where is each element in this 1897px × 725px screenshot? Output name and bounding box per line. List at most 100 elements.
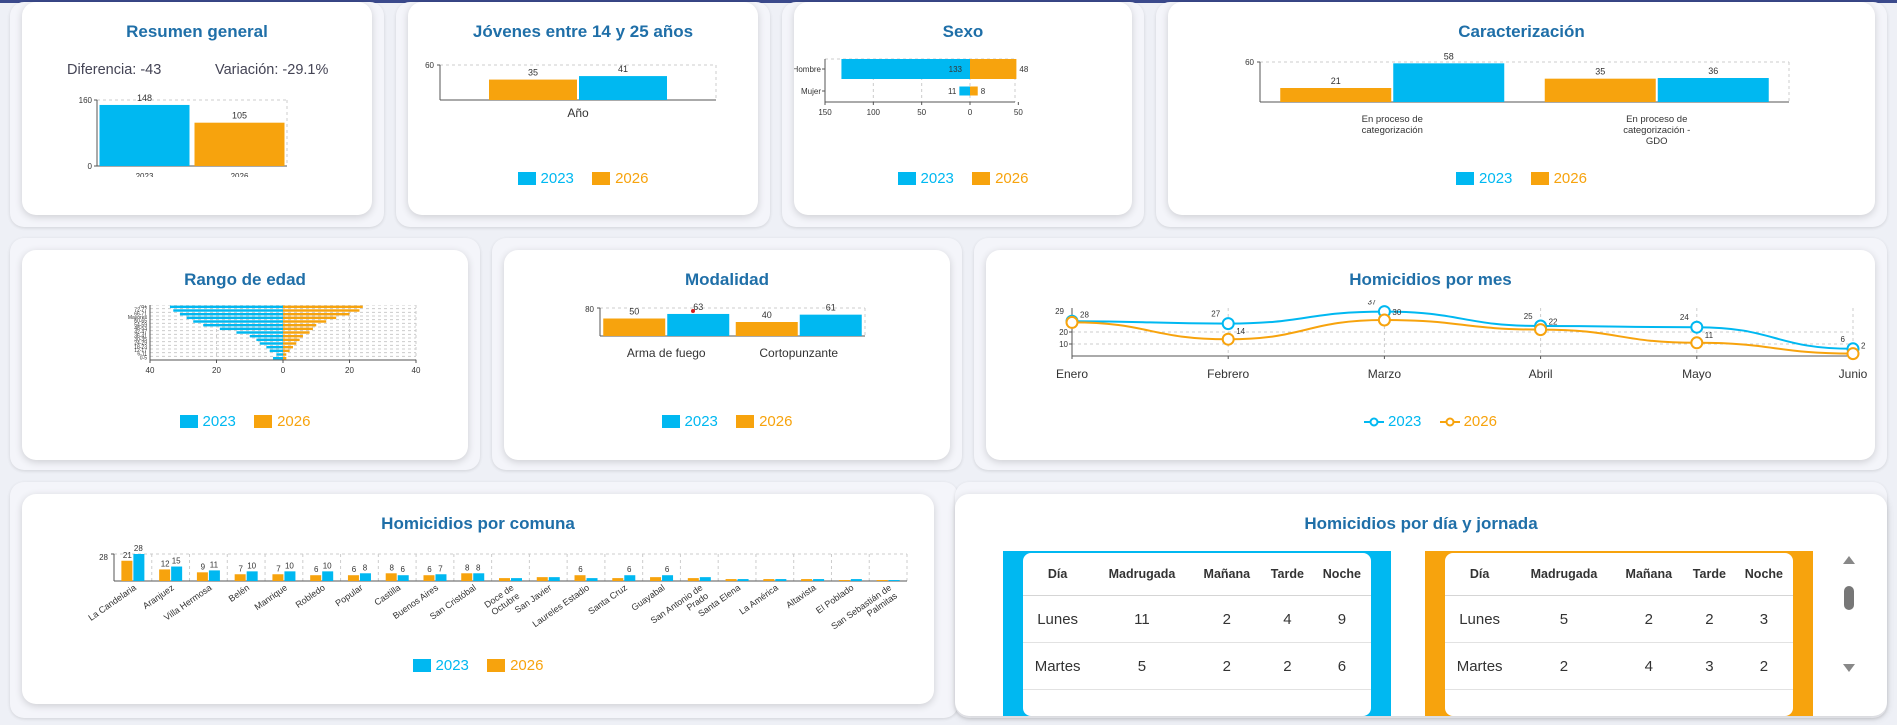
y-tick-label: 60 [425,61,434,70]
legend-2023[interactable]: 2023 [179,413,236,430]
table-cell: 6 [1312,642,1371,690]
bar-2026-12-17 [283,349,290,353]
x-category-label: La América [737,582,780,616]
bar-value-label: 35 [1595,67,1605,77]
bar-2026 [310,575,322,581]
x-category-label: En proceso de [1626,114,1687,125]
legend-label-2026: 2026 [995,170,1029,187]
legend-2026[interactable]: 2026 [1439,413,1497,430]
scroll-down-arrow-icon[interactable] [1842,662,1856,674]
table-cell: 11 [1092,595,1192,643]
resumen-title: Resumen general [126,22,268,41]
column-header[interactable]: Mañana [1191,553,1262,596]
bar-2026-18-23 [283,345,293,349]
table-cell: 2 [1734,642,1793,690]
legend-label-2026: 2026 [759,413,793,430]
legend-label-2026: 2026 [615,170,649,187]
bar-2023 [99,104,190,166]
legend-2026[interactable]: 2026 [254,413,310,430]
bar-value-label: 40 [762,310,772,320]
legend-swatch-2023 [179,415,198,428]
bar-2026 [603,318,666,336]
y-tick-label: 0 [88,162,93,171]
bar-2026-42-47 [283,331,310,334]
legend-2023[interactable]: 2023 [517,170,574,187]
scroll-up-arrow-icon[interactable] [1842,554,1856,566]
point-value-label: 24 [1680,313,1689,322]
table-row: Lunes 11 2 4 9 [1023,595,1371,643]
column-header[interactable]: Noche [1312,553,1371,596]
column-header[interactable]: Tarde [1683,553,1735,596]
bar-value-label: 21 [123,551,132,560]
legend-2026[interactable]: 2026 [1530,170,1587,187]
homimes-legend: 2023 2026 [986,413,1875,432]
point-value-label: 30 [1392,308,1401,317]
legend-2026[interactable]: 2026 [487,657,543,674]
rango-chart: 40 20 0 20 40 0-56-1112-1718-2324-2930-3536-4… [128,305,421,375]
x-tick-label: 100 [867,108,881,117]
sexo-chart: 150 100 50 0 50 133 48 Hombre 11 8 Mujer [794,58,1029,117]
legend-2023[interactable]: 2023 [412,657,469,674]
bar-2026-36-41 [283,334,303,338]
legend-2023[interactable]: 2023 [897,170,954,187]
bar-value-label: 8 [363,563,368,572]
table-cell: Lunes [1445,595,1515,643]
column-header[interactable]: Día [1023,553,1093,596]
bar-2023 [548,577,560,581]
bar-value-label: 7 [238,564,243,573]
column-header[interactable]: Mañana [1613,553,1684,596]
legend-2023[interactable]: 2023 [1364,413,1421,430]
table-cell: Martes [1023,642,1093,690]
x-category-label: Manrique [253,582,289,612]
bar-2023-Hombre [841,59,970,79]
legend-line-2023-icon [1364,417,1385,426]
y-category-label: Mayores [128,315,148,321]
bar-2023 [133,554,145,581]
column-header[interactable]: Madrugada [1514,553,1614,596]
resumen-card: Resumen general Diferencia: -43 Variació… [22,2,372,215]
point-2026 [1377,313,1391,327]
bar-2026 [194,122,285,166]
diferencia-text: Diferencia: -43 [67,62,162,78]
x-category-label: Arma de fuego [627,346,706,360]
x-tick-label: Enero [1056,367,1088,381]
bar-value-label: 50 [629,307,639,317]
bar-2023 [624,575,636,581]
legend-label-2026: 2026 [1553,170,1587,187]
bar-2023 [171,566,183,581]
legend-2026[interactable]: 2026 [592,170,648,187]
column-header[interactable]: Noche [1734,553,1793,596]
bar-value-label: 36 [1708,66,1718,76]
legend-2026[interactable]: 2026 [736,413,792,430]
x-tick-label: Abril [1529,367,1553,381]
bar-2023 [208,570,220,581]
x-category-label: categorización [1362,125,1423,136]
x-tick-label: 40 [146,366,155,375]
table-cell: 2 [1191,642,1262,690]
bar-2026 [838,580,850,581]
legend-2026[interactable]: 2026 [972,170,1028,187]
x-tick-label: 50 [1014,108,1023,117]
bar-2026 [1280,88,1392,102]
point-2023 [1690,320,1704,334]
column-header[interactable]: Tarde [1261,553,1313,596]
legend-label-2023: 2023 [1388,413,1422,430]
bar-2026 [687,578,699,581]
x-tick-label: 150 [818,108,832,117]
scrollbar-thumb[interactable] [1844,586,1854,610]
legend-2023[interactable]: 2023 [661,413,718,430]
column-header[interactable]: Día [1445,553,1515,596]
point-value-label: 27 [1211,310,1220,319]
top-accent-line [0,0,1897,3]
table-2026: Día Madrugada Mañana Tarde Noche Lunes 5 2 2 3 Ma… [1445,553,1793,690]
bar-2023-54-59 [203,323,283,327]
column-header[interactable]: Madrugada [1092,553,1192,596]
legend-2023[interactable]: 2023 [1456,170,1512,187]
table-row: Lunes 5 2 2 3 [1445,595,1793,643]
x-tick-label: 2026 [231,172,249,177]
variacion-text: Variación: -29.1% [215,62,329,78]
table-cell: 4 [1613,642,1684,690]
table-cell: 2 [1191,595,1262,643]
table-row: Martes 5 2 2 6 [1023,642,1371,690]
point-value-label: 28 [1080,310,1089,319]
